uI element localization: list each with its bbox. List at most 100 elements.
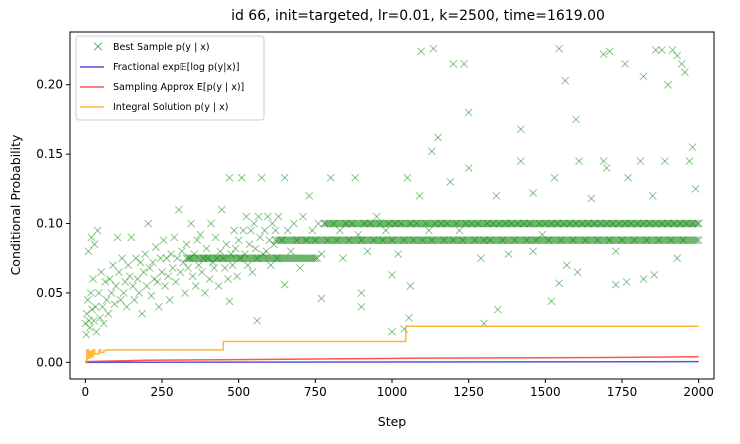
best-sample-point <box>605 236 614 245</box>
best-sample-point <box>187 219 196 228</box>
best-sample-band-point <box>364 219 373 228</box>
best-sample-point <box>289 219 298 228</box>
best-sample-band-point <box>270 254 279 263</box>
best-sample-band-point <box>356 236 365 245</box>
best-sample-band-point <box>291 236 300 245</box>
best-sample-point <box>259 250 268 259</box>
best-sample-band-point <box>396 236 405 245</box>
best-sample-band-point <box>402 236 411 245</box>
best-sample-point <box>614 219 623 228</box>
best-sample-point <box>673 254 682 263</box>
best-sample-band-point <box>394 219 403 228</box>
best-sample-band-point <box>571 236 580 245</box>
best-sample-point <box>624 173 633 182</box>
best-sample-band-point <box>654 236 663 245</box>
legend-box <box>75 35 265 121</box>
best-sample-band-point <box>212 254 220 263</box>
chart-title: id 66, init=targeted, lr=0.01, k=2500, t… <box>231 8 605 24</box>
best-sample-band-point <box>243 254 252 263</box>
best-sample-band-point <box>538 236 547 245</box>
best-sample-point <box>622 277 631 286</box>
best-sample-point <box>257 173 266 182</box>
best-sample-point <box>599 50 608 59</box>
best-sample-band-point <box>346 219 355 228</box>
best-sample-band-point <box>296 254 305 263</box>
best-sample-band-point <box>368 219 377 228</box>
best-sample-point <box>455 226 464 235</box>
best-sample-point <box>391 219 400 228</box>
best-sample-band-point <box>258 254 266 263</box>
best-sample-point <box>91 302 100 311</box>
best-sample-point <box>87 233 96 242</box>
best-sample-point <box>363 247 372 256</box>
best-sample-point <box>639 72 648 81</box>
x-tick-label: 500 <box>227 385 250 399</box>
best-sample-band-point <box>267 254 276 263</box>
best-sample-band-point <box>398 236 407 245</box>
best-sample-band-point <box>431 236 440 245</box>
best-sample-band-point <box>497 236 506 245</box>
best-sample-band-point <box>648 219 657 228</box>
best-sample-point <box>547 297 556 306</box>
best-sample-band-point <box>585 219 594 228</box>
best-sample-band-point <box>372 236 381 245</box>
best-sample-point <box>154 302 163 311</box>
best-sample-band-point <box>442 236 451 245</box>
best-sample-point <box>351 173 360 182</box>
best-sample-point <box>317 250 326 259</box>
best-sample-band-point <box>517 219 526 228</box>
best-sample-band-point <box>423 219 432 228</box>
best-sample-point <box>573 268 582 277</box>
best-sample-band-point <box>430 219 439 228</box>
y-tick-label: 0.05 <box>36 286 63 300</box>
best-sample-point <box>464 164 473 172</box>
best-sample-band-point <box>605 219 614 228</box>
best-sample-point <box>283 226 292 235</box>
best-sample-band-point <box>527 236 536 245</box>
best-sample-point <box>83 295 92 304</box>
best-sample-point <box>174 205 183 214</box>
best-sample-band-point <box>343 236 352 245</box>
best-sample-band-point <box>448 236 457 245</box>
best-sample-point <box>381 226 390 235</box>
best-sample-band-point <box>494 236 503 245</box>
best-sample-band-point <box>540 236 549 245</box>
x-tick-label: 2000 <box>683 385 714 399</box>
best-sample-band-point <box>438 219 447 228</box>
best-sample-point <box>326 173 335 182</box>
best-sample-band-point <box>613 236 622 245</box>
best-sample-point <box>673 51 682 60</box>
best-sample-point <box>225 173 234 182</box>
best-sample-band-point <box>408 219 417 228</box>
best-sample-band-point <box>499 219 507 228</box>
best-sample-band-point <box>640 219 649 228</box>
best-sample-band-point <box>545 219 553 228</box>
best-sample-band-point <box>563 219 572 228</box>
best-sample-point <box>112 282 120 290</box>
best-sample-point <box>176 268 185 277</box>
best-sample-point <box>602 219 611 228</box>
best-sample-band-point <box>652 236 661 245</box>
best-sample-band-point <box>619 236 628 245</box>
best-sample-band-point <box>660 219 669 228</box>
best-sample-band-point <box>313 236 322 245</box>
best-sample-point <box>636 157 645 166</box>
best-sample-band-point <box>501 236 510 245</box>
best-sample-band-point <box>302 236 311 245</box>
best-sample-point <box>357 236 366 245</box>
best-sample-band-point <box>219 254 228 263</box>
best-sample-point <box>654 236 663 245</box>
best-sample-band-point <box>311 254 320 263</box>
best-sample-band-point <box>245 254 254 263</box>
best-sample-point <box>388 270 396 279</box>
best-sample-point <box>142 282 151 290</box>
scatter-layer <box>81 44 703 339</box>
best-sample-band-point <box>374 236 383 245</box>
best-sample-point <box>513 219 522 228</box>
best-sample-band-point <box>557 219 566 228</box>
best-sample-band-point <box>668 219 677 228</box>
best-sample-band-point <box>421 219 430 228</box>
best-sample-point <box>357 288 366 297</box>
best-sample-band-point <box>280 236 289 245</box>
best-sample-band-point <box>679 236 688 245</box>
